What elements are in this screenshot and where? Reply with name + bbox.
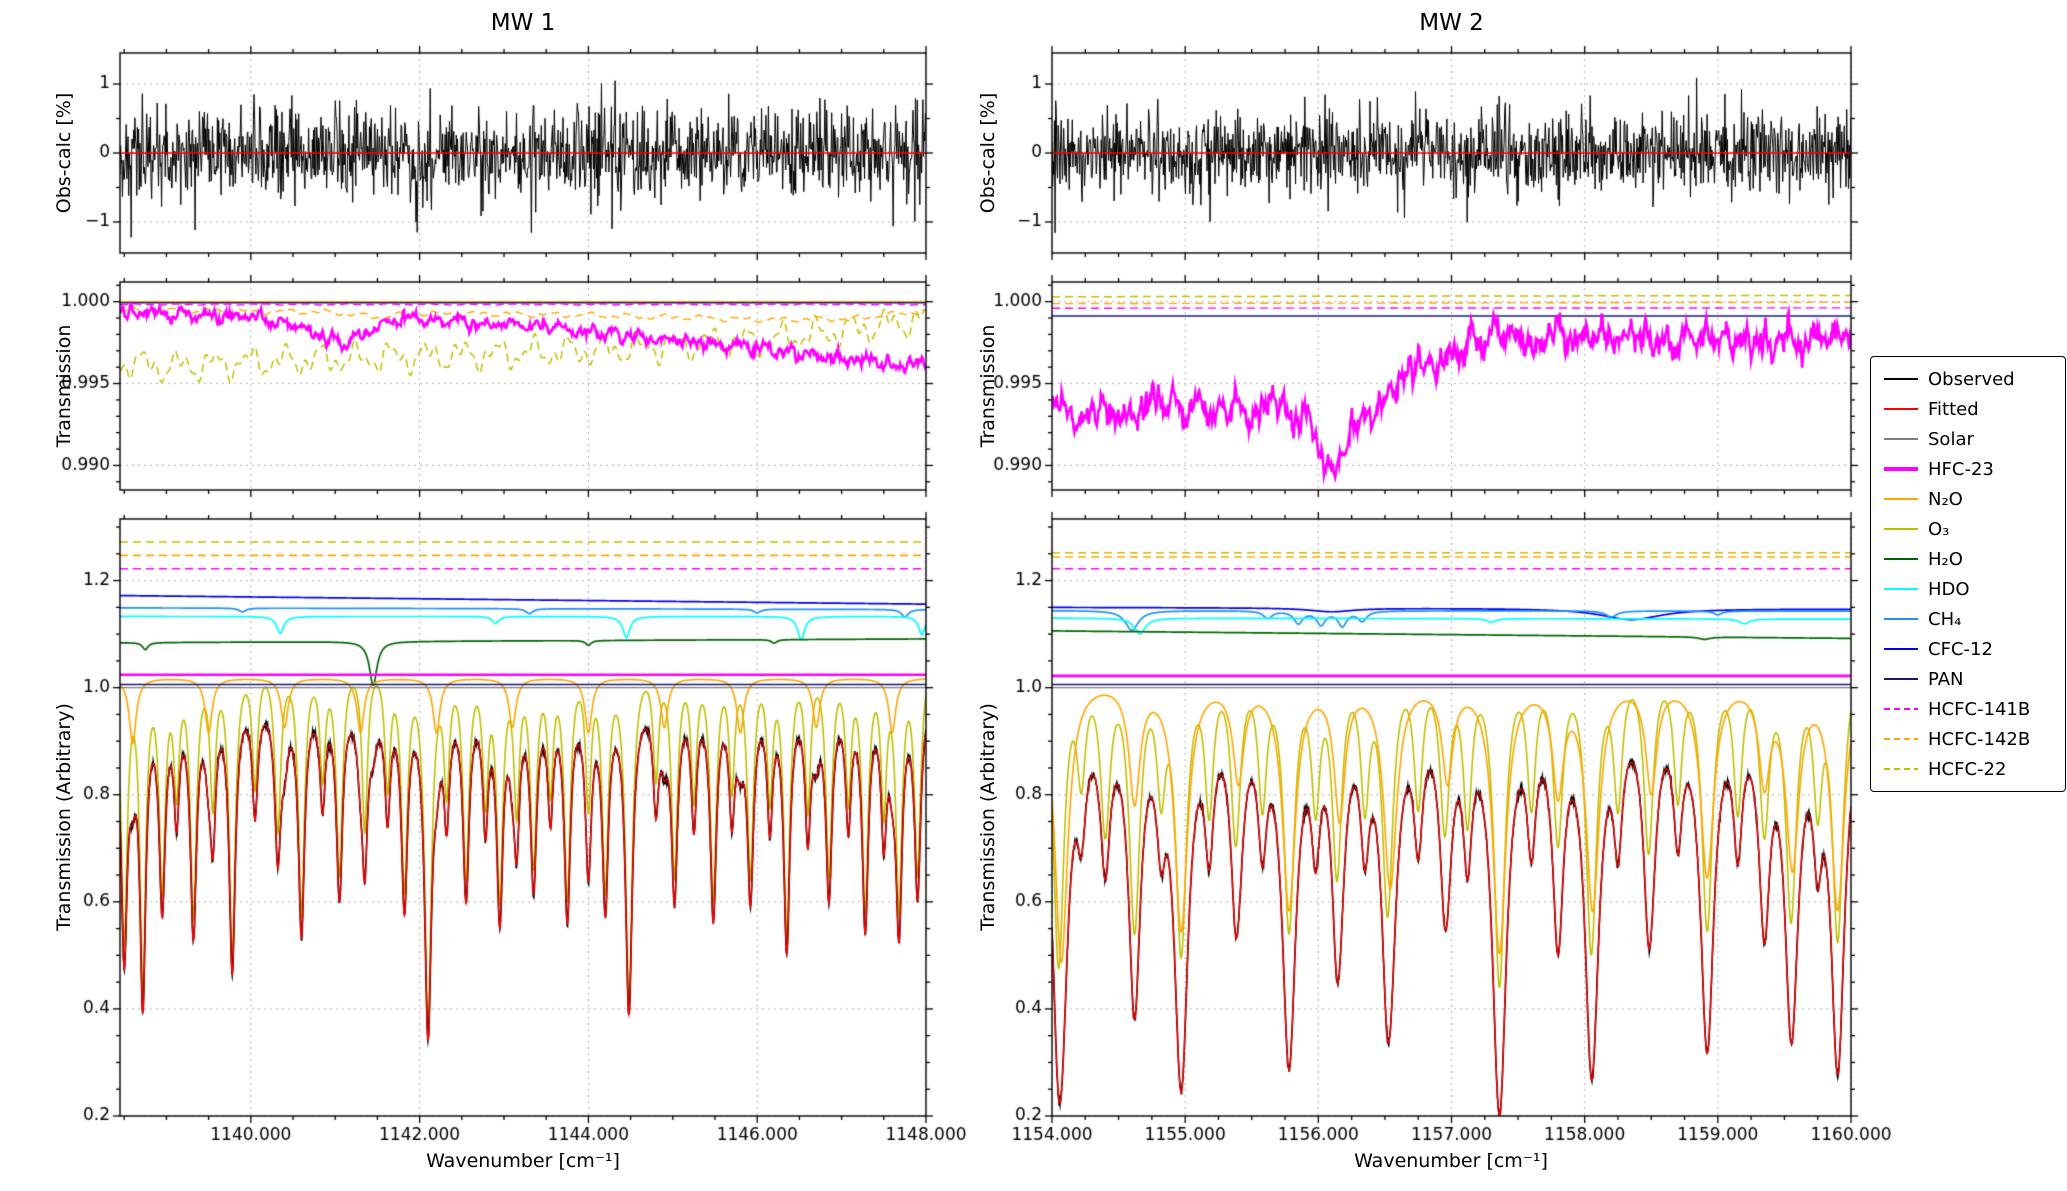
legend-item-pan: PAN <box>1884 668 2052 690</box>
legend-item-fitted: Fitted <box>1884 398 2052 420</box>
legend-label: Observed <box>1928 368 2015 390</box>
panel-mw1-main <box>120 519 926 1116</box>
legend-label: N₂O <box>1928 488 1963 510</box>
legend-label: HCFC-141B <box>1928 698 2031 720</box>
legend-label: Solar <box>1928 428 1974 450</box>
h-o-line-swatch <box>1884 557 1918 561</box>
legend-item-ch: CH₄ <box>1884 608 2052 630</box>
mw2-transmission-ylabel: Transmission <box>977 324 999 448</box>
legend-label: HCFC-142B <box>1928 728 2031 750</box>
legend-item-hcfc-22: HCFC-22 <box>1884 758 2052 780</box>
legend-item-solar: Solar <box>1884 428 2052 450</box>
mw2-title: MW 2 <box>1419 10 1484 36</box>
legend: Observed Fitted Solar HFC-23 N₂O O₃ H₂O HDO CH₄ C… <box>1870 356 2066 792</box>
ch-line-swatch <box>1884 617 1918 621</box>
legend-item-hcfc-142b: HCFC-142B <box>1884 728 2052 750</box>
panel-mw2-main <box>1052 519 1851 1116</box>
panel-mw1-transmission <box>120 282 926 490</box>
legend-label: HCFC-22 <box>1928 758 2007 780</box>
legend-label: HDO <box>1928 578 1970 600</box>
legend-item-hdo: HDO <box>1884 578 2052 600</box>
legend-item-h-o: H₂O <box>1884 548 2052 570</box>
solar-line-swatch <box>1884 438 1918 440</box>
legend-label: O₃ <box>1928 518 1950 540</box>
cfc-12-line-swatch <box>1884 647 1918 651</box>
hcfc-141b-line-swatch <box>1884 707 1918 711</box>
o-line-swatch <box>1884 527 1918 531</box>
legend-label: CH₄ <box>1928 608 1962 630</box>
panel-mw2-transmission <box>1052 282 1851 490</box>
mw1-transmission-ylabel: Transmission <box>53 324 75 448</box>
legend-item-hfc-23: HFC-23 <box>1884 458 2052 480</box>
legend-label: PAN <box>1928 668 1964 690</box>
legend-item-observed: Observed <box>1884 368 2052 390</box>
pan-line-swatch <box>1884 677 1918 681</box>
legend-item-o: O₃ <box>1884 518 2052 540</box>
mw1-xlabel: Wavenumber [cm⁻¹] <box>426 1150 620 1172</box>
mw2-main-ylabel: Transmission (Arbitrary) <box>977 703 999 931</box>
legend-item-cfc-12: CFC-12 <box>1884 638 2052 660</box>
legend-label: H₂O <box>1928 548 1963 570</box>
legend-label: CFC-12 <box>1928 638 1993 660</box>
mw2-xlabel: Wavenumber [cm⁻¹] <box>1354 1150 1548 1172</box>
legend-item-hcfc-141b: HCFC-141B <box>1884 698 2052 720</box>
mw1-main-ylabel: Transmission (Arbitrary) <box>53 703 75 931</box>
hcfc-22-line-swatch <box>1884 767 1918 771</box>
panel-mw2-residual <box>1052 53 1851 253</box>
hdo-line-swatch <box>1884 587 1918 591</box>
panel-mw1-residual <box>120 53 926 253</box>
hfc-23-line-swatch <box>1884 467 1918 471</box>
observed-line-swatch <box>1884 377 1918 381</box>
fitted-line-swatch <box>1884 408 1918 410</box>
n-o-line-swatch <box>1884 497 1918 501</box>
legend-label: Fitted <box>1928 398 1979 420</box>
legend-item-n-o: N₂O <box>1884 488 2052 510</box>
legend-label: HFC-23 <box>1928 458 1994 480</box>
mw1-title: MW 1 <box>490 10 556 36</box>
hcfc-142b-line-swatch <box>1884 737 1918 741</box>
